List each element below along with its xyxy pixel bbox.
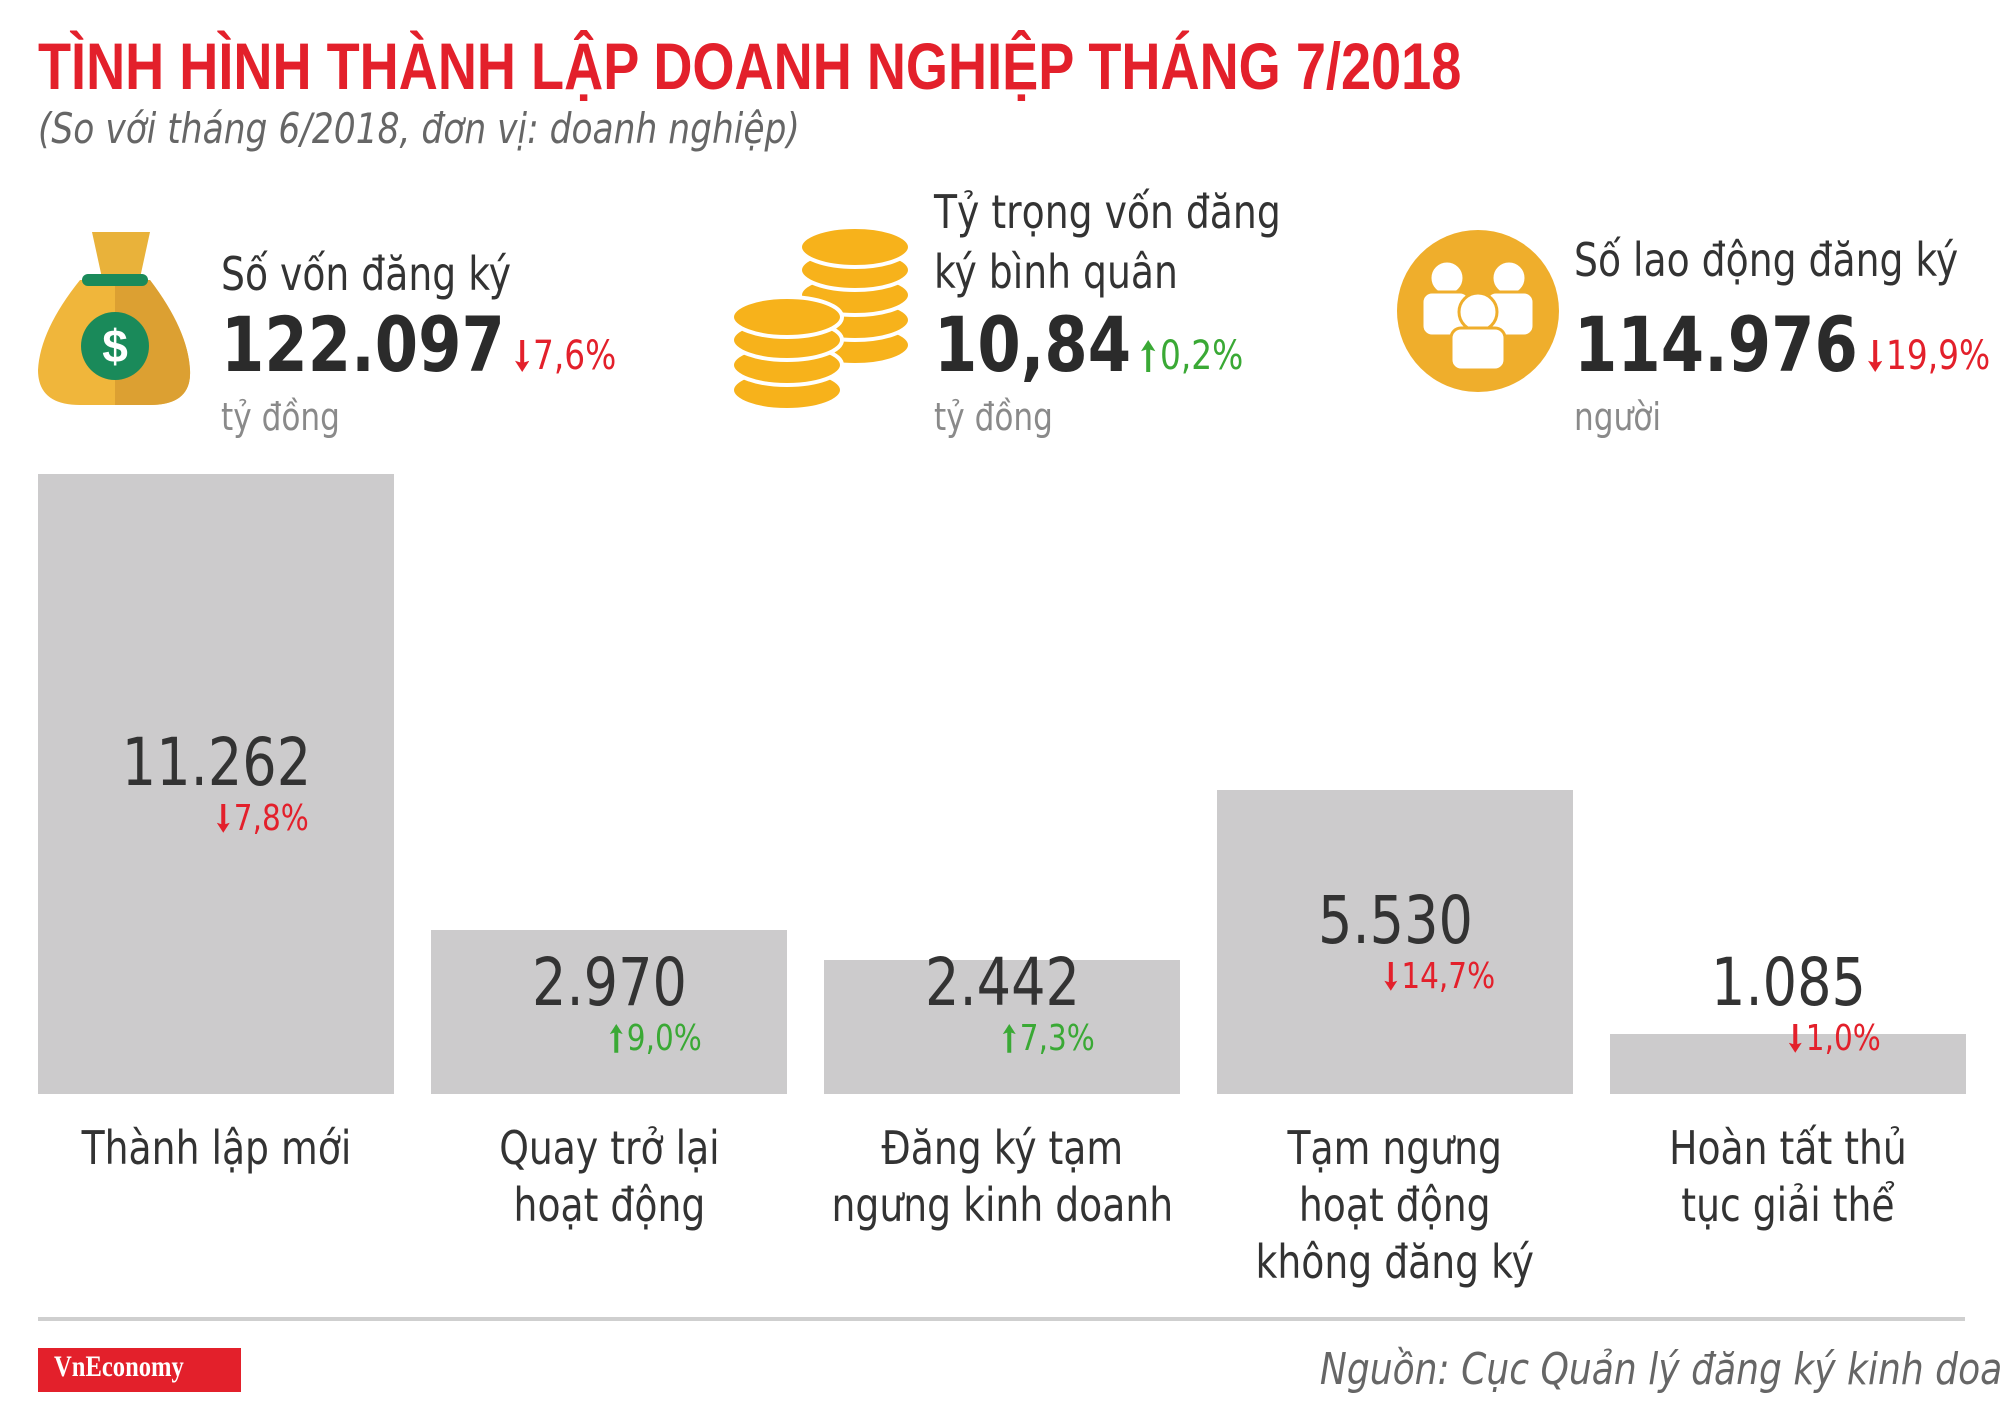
kpi-value-box: 10,84 [934,300,1174,389]
kpi-label: Số vốn đăng ký [221,247,512,301]
kpi-unit-box: người [1574,395,1680,439]
kpi-change: 0,2% [1141,333,1261,379]
arrow-shape [216,804,230,833]
bar-value-label-box: 2.442 [602,944,1402,1021]
kpi-change-text: 7,6% [533,333,617,379]
people-icon [1397,230,1559,392]
coins-icon [730,225,912,412]
bar [431,930,787,1094]
bar-change-text: 9,0% [626,1018,702,1059]
kpi-value: 10,84 [934,300,1132,389]
arrow-up [1002,1024,1016,1053]
kpi-change: 7,6% [514,333,635,379]
bar-value-label-box: 2.970 [209,944,1009,1021]
category-label: Hoàn tất thủ tục giải thể [1669,1121,1907,1232]
arrow-down [1867,340,1883,372]
kpi-unit: tỷ đồng [934,395,1053,439]
kpi-change-text: 19,9% [1886,333,1991,379]
kpi-value: 122.097 [221,300,505,389]
bar-change-text: 14,7% [1401,955,1496,997]
bar-change: 7,3% [1002,1018,1111,1059]
subtitle-box: (So với tháng 6/2018, đơn vị: doanh nghi… [38,104,967,153]
arrow-shape [1867,340,1883,372]
bar-change: 14,7% [1384,956,1515,997]
arrow-shape [609,1024,623,1053]
source: Nguồn: Cục Quản lý đăng ký kinh doanh [1319,1344,2000,1395]
subtitle: (So với tháng 6/2018, đơn vị: doanh nghi… [38,104,800,153]
bar-change-text: 1,0% [1805,1018,1881,1059]
kpi-unit: người [1574,395,1662,439]
kpi-change: 19,9% [1867,333,2000,379]
source-box: Nguồn: Cục Quản lý đăng ký kinh doanh [1160,1344,2000,1395]
bar-value-label: 5.530 [1317,881,1473,959]
title: TÌNH HÌNH THÀNH LẬP DOANH NGHIỆP THÁNG 7… [38,29,1462,103]
bar-value-label: 11.262 [121,724,311,801]
category-label: Thành lập mới [81,1121,351,1175]
arrow-down [1788,1024,1802,1053]
category-label: Tạm ngưng hoạt động không đăng ký [1255,1121,1535,1289]
category-label-box: Hoàn tất thủ tục giải thể [1388,1120,2000,1234]
bar-change-text: 7,3% [1019,1018,1095,1059]
kpi-value-box: 122.097 [221,300,567,389]
arrow-up [1141,340,1156,372]
bar-value-label-box: 5.530 [995,882,1795,959]
kpi-label: Tỷ trọng vốn đăng ký bình quân [934,185,1281,299]
bar-value-label: 2.442 [924,944,1080,1021]
category-label: Quay trở lại hoạt động [498,1121,720,1232]
bar-change: 9,0% [609,1018,718,1059]
category-label-box: Thành lập mới [0,1120,616,1177]
bar [1610,1034,1966,1094]
kpi-label: Số lao động đăng ký [1574,233,1959,287]
arrow-shape [1002,1024,1016,1053]
category-label-box: Quay trở lại hoạt động [209,1120,1009,1234]
svg-text:$: $ [102,320,128,372]
arrow-shape [514,340,530,372]
bar-change: 7,8% [216,798,325,839]
arrow-down [514,340,530,372]
bar-value-label-box: 11.262 [0,724,616,801]
bar-value-label: 1.085 [1710,944,1866,1021]
kpi-value-box: 114.976 [1574,300,1920,389]
arrow-down [1384,961,1398,991]
kpi-label-box: Số vốn đăng ký [221,244,575,304]
bar [824,959,1180,1094]
money-bag-icon: $ [38,232,191,405]
kpi-unit: tỷ đồng [221,395,340,439]
arrow-shape [1384,961,1398,991]
logo-box: VnEconomy [54,1350,212,1384]
kpi-unit-box: tỷ đồng [934,395,1079,439]
kpi-change-text: 0,2% [1159,333,1243,379]
category-label-box: Tạm ngưng hoạt động không đăng ký [995,1120,1795,1291]
logo: VnEconomy [54,1350,184,1383]
bar-value-label-box: 1.085 [1388,944,2000,1021]
kpi-label-box: Số lao động đăng ký [1574,230,2000,290]
arrow-shape [1788,1024,1802,1053]
bar [1217,789,1573,1094]
kpi-label-box: Tỷ trọng vốn đăng ký bình quân [934,182,1357,302]
kpi-value: 114.976 [1574,300,1858,389]
bar-change: 1,0% [1788,1018,1897,1059]
bar [38,474,394,1094]
category-label-box: Đăng ký tạm ngưng kinh doanh [602,1120,1402,1234]
logo-box [38,1348,241,1392]
category-label: Đăng ký tạm ngưng kinh doanh [831,1121,1173,1232]
bar-change-text: 7,8% [233,798,309,839]
title-box: TÌNH HÌNH THÀNH LẬP DOANH NGHIỆP THÁNG 7… [38,28,1774,104]
arrow-up [609,1024,623,1053]
bar-value-label: 2.970 [531,944,687,1021]
arrow-down [216,804,230,833]
arrow-shape [1141,340,1156,372]
kpi-unit-box: tỷ đồng [221,395,366,439]
